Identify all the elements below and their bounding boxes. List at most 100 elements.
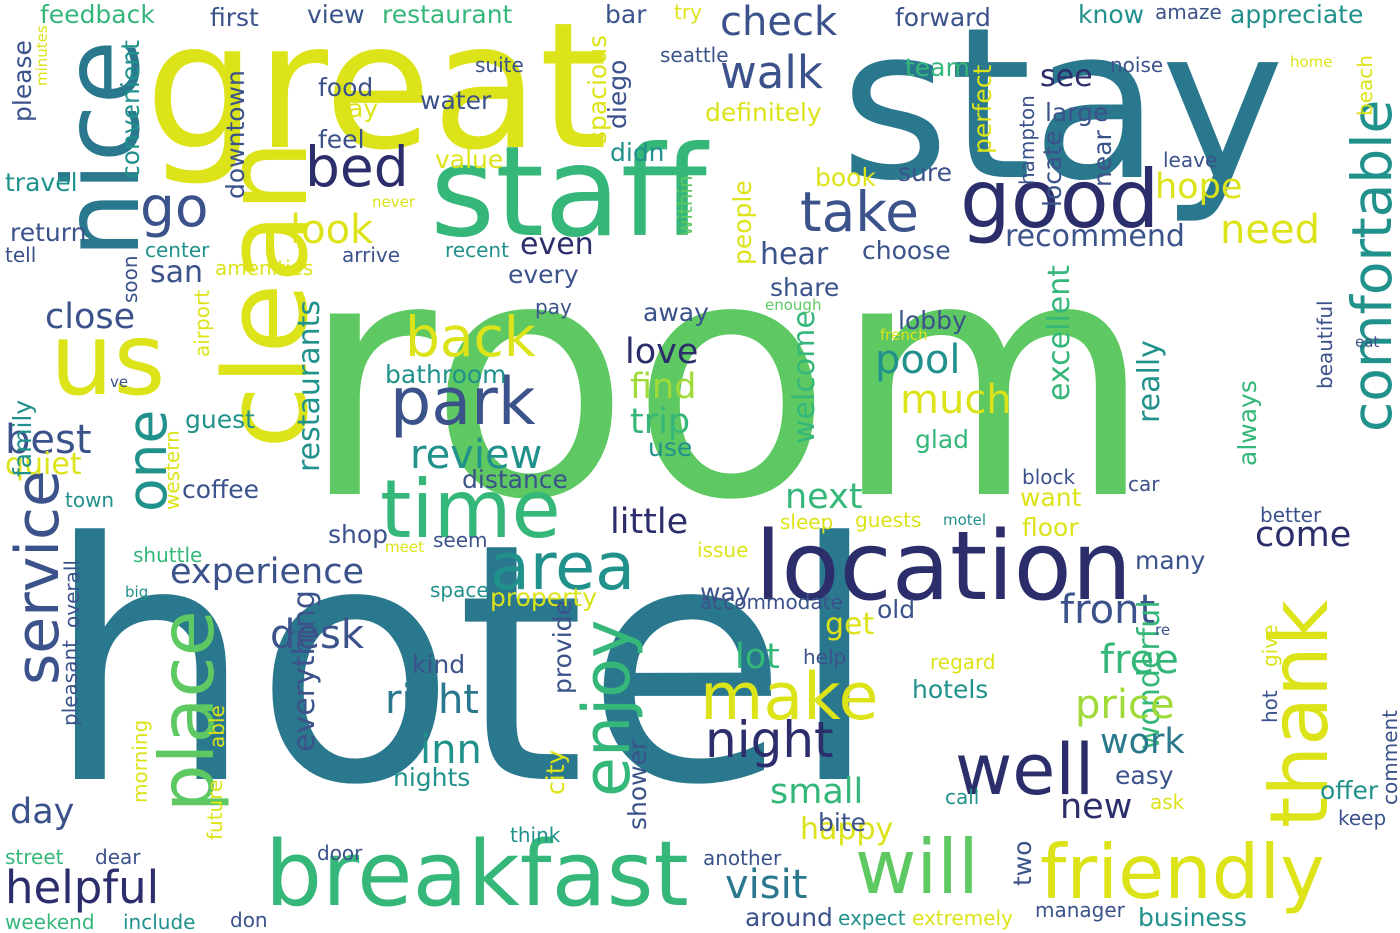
word-shuttle: shuttle <box>133 543 203 567</box>
word-call: call <box>945 785 980 809</box>
word-bite: bite <box>818 808 866 837</box>
word-san: san <box>150 255 204 290</box>
word-work: work <box>1100 722 1185 762</box>
word-another: another <box>703 846 782 870</box>
word-say: say <box>335 94 379 123</box>
word-sleep: sleep <box>780 510 834 534</box>
word-city: city <box>541 749 570 795</box>
word-many: many <box>1135 546 1206 575</box>
word-accommodate: accommodate <box>700 590 843 614</box>
word-desk: desk <box>270 612 365 658</box>
word-back: back <box>405 305 536 369</box>
word-better: better <box>1260 503 1322 527</box>
word-property: property <box>490 583 598 612</box>
word-seem: seem <box>433 528 488 552</box>
word-room: room <box>300 188 1154 572</box>
word-morning: morning <box>128 719 152 803</box>
word-beach: beach <box>1353 55 1377 116</box>
word-perfect: perfect <box>968 64 997 154</box>
word-food: food <box>318 73 374 102</box>
word-us: us <box>50 301 166 418</box>
word-noise: noise <box>1110 53 1164 77</box>
word-small: small <box>770 772 864 812</box>
word-amaze: amaze <box>1155 0 1222 24</box>
word-family: family <box>8 399 37 477</box>
word-pool: pool <box>875 337 961 383</box>
word-regard: regard <box>930 650 996 674</box>
word-experience: experience <box>170 552 364 592</box>
word-look: look <box>290 207 374 253</box>
word-hear: hear <box>760 237 829 272</box>
word-want: want <box>1020 483 1082 512</box>
word-amenities: amenities <box>215 256 314 280</box>
word-shower: shower <box>623 739 652 830</box>
word-definitely: definitely <box>705 98 822 127</box>
word-glad: glad <box>915 425 970 454</box>
word-come: come <box>1255 515 1352 555</box>
word-issue: issue <box>697 538 749 562</box>
word-locate: locate <box>1038 130 1067 208</box>
word-feel: feel <box>318 125 365 154</box>
word-restaurants: restaurants <box>292 299 327 472</box>
word-distance: distance <box>462 465 568 494</box>
word-price: price <box>1075 682 1175 728</box>
word-take: take <box>800 180 919 244</box>
word-arrive: arrive <box>342 243 401 267</box>
word-pay: pay <box>535 295 572 319</box>
word-never: never <box>372 193 416 211</box>
word-share: share <box>770 273 840 302</box>
word-offer: offer <box>1320 776 1379 805</box>
word-dear: dear <box>95 845 141 869</box>
word-think: think <box>510 823 561 847</box>
word-expect: expect <box>838 906 906 930</box>
word-trip: trip <box>630 402 691 442</box>
word-away: away <box>643 298 709 327</box>
word-feedback: feedback <box>40 0 155 29</box>
word-people: people <box>728 180 757 265</box>
word-hotels: hotels <box>912 675 989 704</box>
word-location: location <box>755 512 1132 622</box>
word-check: check <box>720 0 838 45</box>
word-spacious: spacious <box>583 34 612 144</box>
word-close: close <box>45 297 136 337</box>
word-helpful: helpful <box>5 861 160 914</box>
word-extremely: extremely <box>912 906 1013 930</box>
word-hope: hope <box>1155 167 1243 207</box>
word-keep: keep <box>1338 806 1387 830</box>
word-team: team <box>905 53 970 82</box>
word-home: home <box>1290 53 1333 71</box>
word-soon: soon <box>118 255 142 303</box>
word-need: need <box>1220 207 1320 253</box>
word-comment: comment <box>1378 709 1400 805</box>
word-right: right <box>385 677 479 723</box>
word-within: within <box>673 175 697 236</box>
word-return: return <box>10 218 87 247</box>
word-nights: nights <box>393 763 471 792</box>
word-well: well <box>955 729 1095 811</box>
word-stay: stay <box>840 0 1285 227</box>
word-excellent: excellent <box>1042 264 1077 401</box>
word-convenient: convenient <box>116 40 145 179</box>
word-free: free <box>1100 637 1179 683</box>
word-around: around <box>745 903 833 932</box>
word-provide: provide <box>548 600 577 694</box>
word-recent: recent <box>445 238 509 262</box>
word-old: old <box>877 595 916 624</box>
word-guest: guest <box>185 405 255 434</box>
word-re: re <box>1155 621 1171 639</box>
word-night: night <box>705 711 834 769</box>
word-hotel: hotel <box>45 473 881 857</box>
word-great: great <box>145 0 608 189</box>
word-overall: overall <box>60 560 84 628</box>
word-first: first <box>210 3 259 32</box>
word-new: new <box>1060 787 1133 827</box>
word-review: review <box>410 432 543 478</box>
word-recommend: recommend <box>1005 219 1185 254</box>
word-front: front <box>1060 587 1156 633</box>
word-use: use <box>648 433 693 462</box>
word-choose: choose <box>862 236 951 265</box>
word-best: best <box>5 417 92 463</box>
word-tell: tell <box>5 243 37 267</box>
word-water: water <box>420 86 492 115</box>
